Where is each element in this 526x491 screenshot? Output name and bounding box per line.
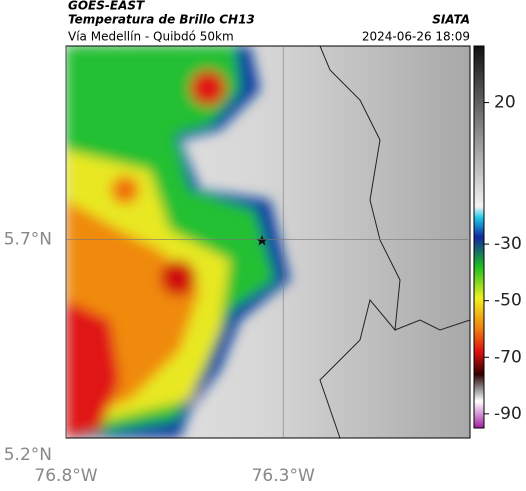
colorbar-tick-label: -50 <box>494 291 522 311</box>
title: Temperatura de Brillo CH13 <box>68 13 255 27</box>
y-tick-label: 5.2°N <box>4 445 52 465</box>
colorbar-tick-label: -30 <box>494 234 522 254</box>
subtitle: Vía Medellín - Quibdó 50km <box>68 30 234 44</box>
y-tick-label: 5.7°N <box>4 230 52 250</box>
colorbar-tick-label: -90 <box>494 404 522 424</box>
colorbar-tick-label: -70 <box>494 347 522 367</box>
agency: SIATA <box>432 13 470 27</box>
timestamp: 2024-06-26 18:09 <box>362 30 470 44</box>
x-tick-label: 76.8°W <box>34 466 97 486</box>
colorbar <box>473 45 485 429</box>
x-tick-label: 76.3°W <box>252 466 315 486</box>
colorbar-tick-label: 20 <box>494 93 516 113</box>
source: GOES-EAST <box>68 0 145 13</box>
satellite-image <box>66 46 470 438</box>
station-marker <box>256 235 268 246</box>
